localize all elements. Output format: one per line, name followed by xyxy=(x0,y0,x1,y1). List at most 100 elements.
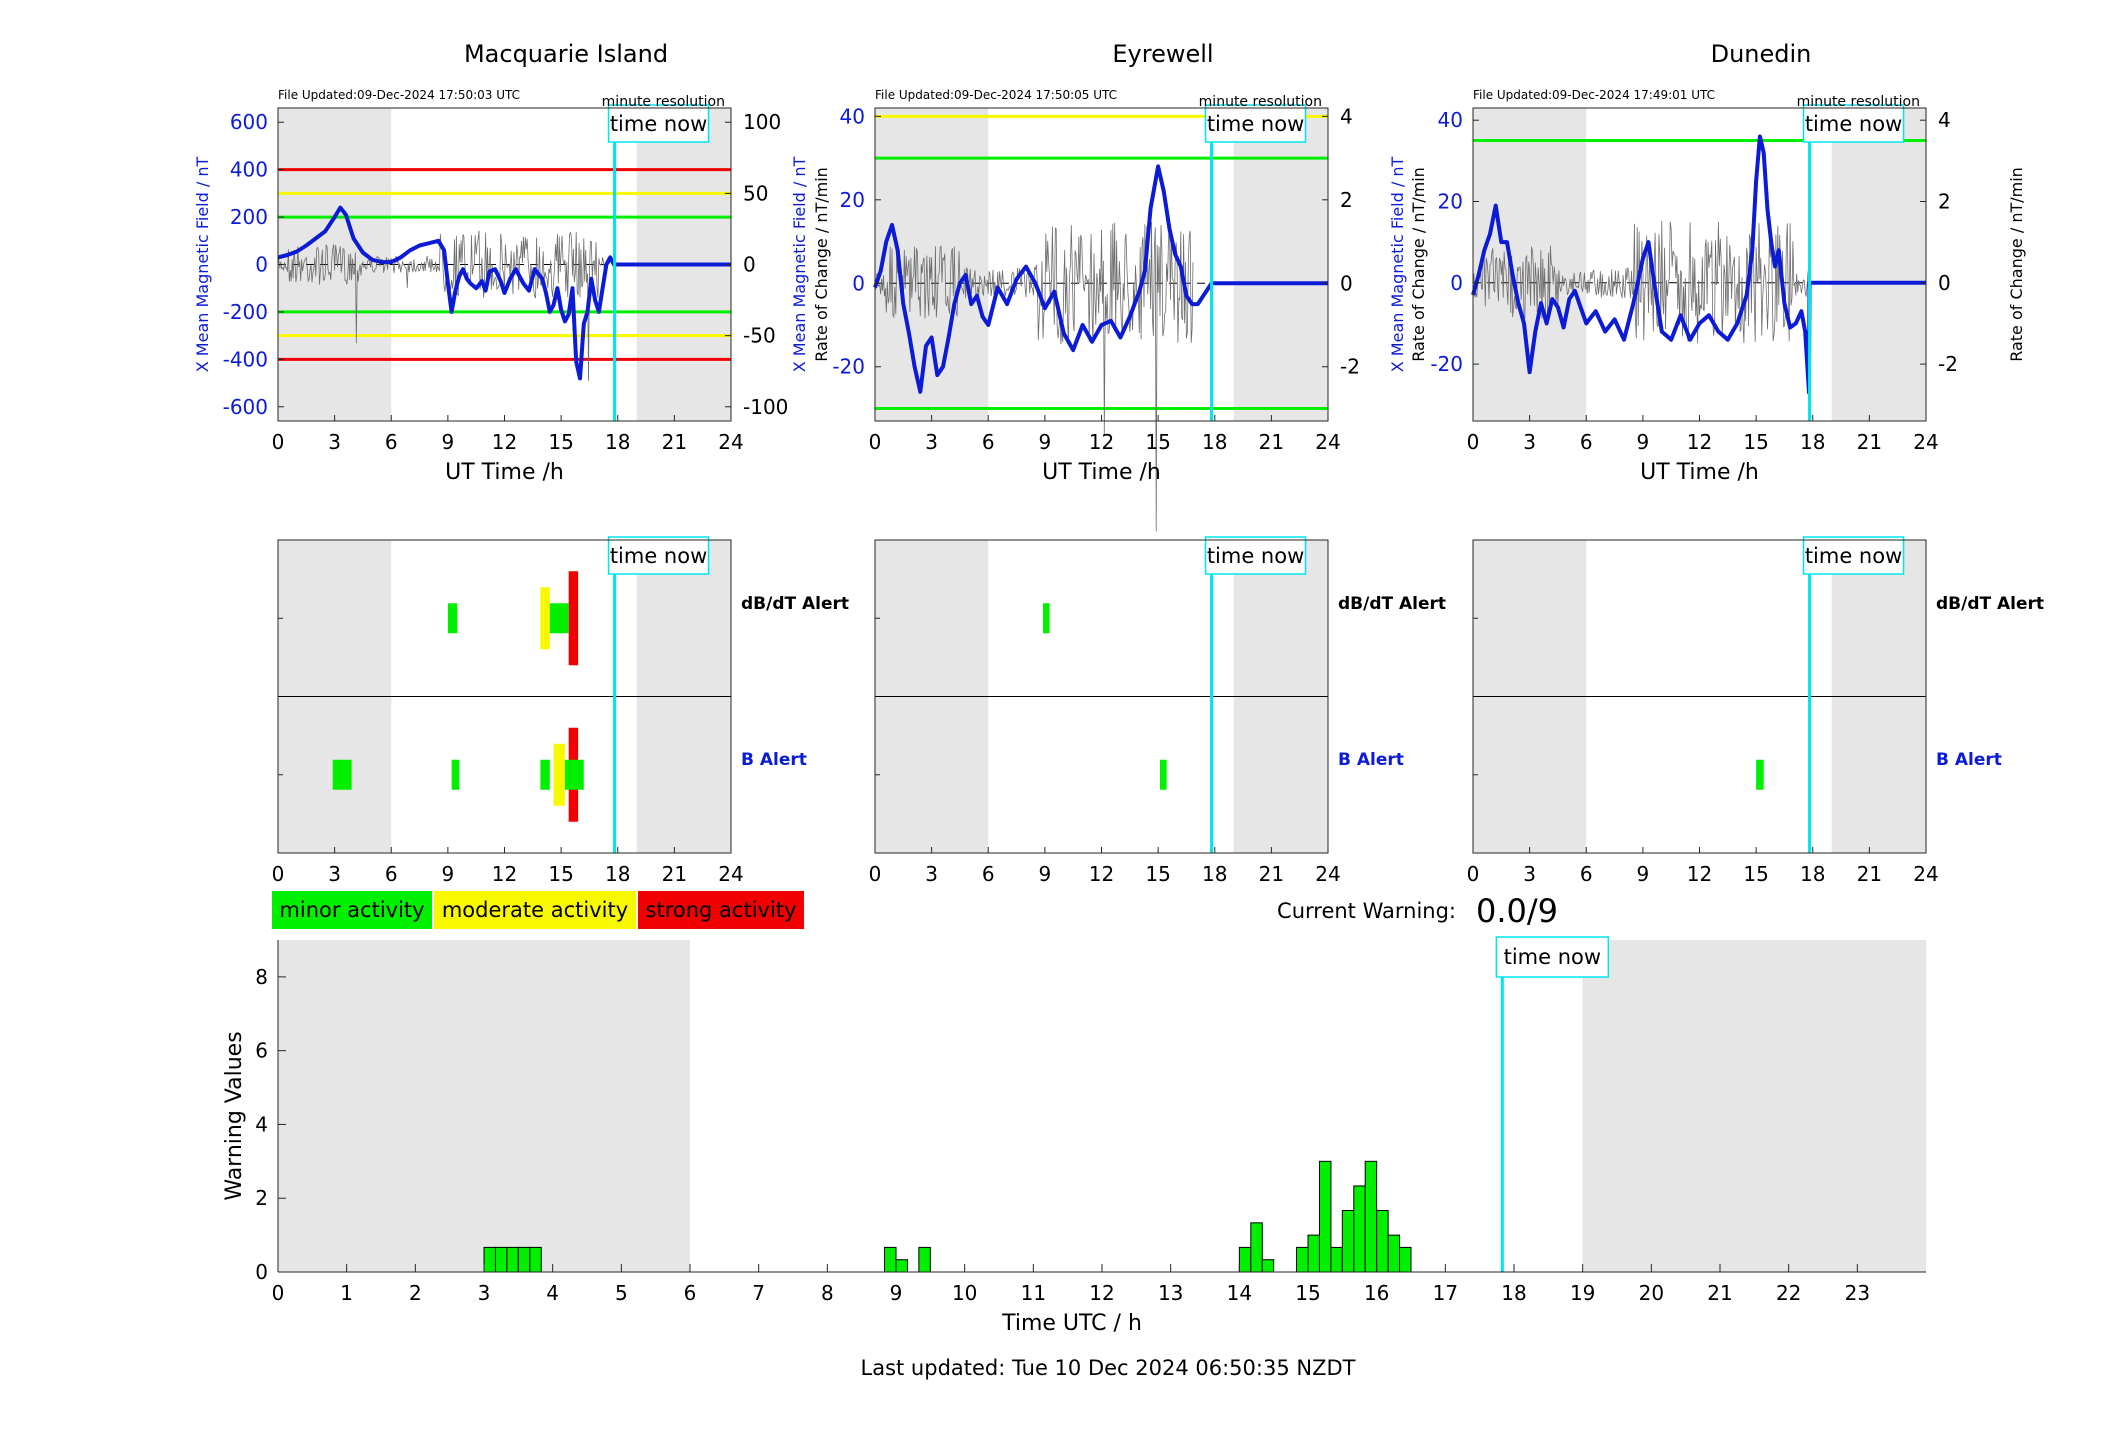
time-now-label: time now xyxy=(1805,544,1902,568)
x-axis-label: UT Time /h xyxy=(1042,460,1161,485)
y-tick-label: 6 xyxy=(255,1039,268,1063)
warning-bar xyxy=(483,1246,496,1273)
station-title: Eyrewell xyxy=(1112,40,1213,68)
x-tick-label: 22 xyxy=(1776,1281,1801,1305)
x-tick-label: 9 xyxy=(1637,430,1650,454)
y-right-tick-label: -50 xyxy=(743,324,776,348)
alert-block-minor xyxy=(549,603,569,634)
warning-bar xyxy=(1341,1210,1355,1273)
y-tick-label: 2 xyxy=(255,1186,268,1210)
activity-legend: minor activity moderate activity strong … xyxy=(272,891,804,929)
warning-bar xyxy=(529,1246,542,1273)
y-tick-label: 4 xyxy=(255,1112,268,1136)
x-tick-label: 6 xyxy=(1580,430,1593,454)
y-right-tick-label: -2 xyxy=(1938,352,1958,376)
y-right-tick-label: 0 xyxy=(1340,271,1353,295)
alert-chart-0: time now dB/dT Alert B Alert 0 3 6 9 12 15 18 21 24 xyxy=(272,536,849,886)
x-tick-label: 18 xyxy=(1800,862,1825,886)
x-tick-label: 19 xyxy=(1570,1281,1595,1305)
time-now-box xyxy=(1495,936,1610,978)
x-tick-label: 21 xyxy=(662,862,687,886)
legend-minor-label: minor activity xyxy=(279,898,424,922)
alert-block-minor xyxy=(1042,603,1050,634)
x-tick-label: 12 xyxy=(1687,430,1712,454)
y-right-tick-label: 2 xyxy=(1340,188,1353,212)
alert-block-minor xyxy=(451,759,460,790)
x-axis-label: Time UTC / h xyxy=(1001,1311,1142,1336)
y-tick-label: 0 xyxy=(852,271,865,295)
x-tick-label: 0 xyxy=(272,1281,285,1305)
current-warning: Current Warning: 0.0/9 xyxy=(1277,892,1558,930)
x-tick-label: 13 xyxy=(1158,1281,1183,1305)
y-tick-label: 20 xyxy=(1438,189,1463,213)
x-tick-label: 9 xyxy=(1039,430,1052,454)
last-updated-text: Last updated: Tue 10 Dec 2024 06:50:35 N… xyxy=(861,1356,1356,1380)
warning-bar xyxy=(1261,1259,1275,1273)
warning-bar xyxy=(1376,1210,1389,1273)
alert-block-minor xyxy=(1756,759,1764,790)
x-tick-label: 18 xyxy=(605,430,630,454)
y-tick-label: -20 xyxy=(832,355,865,379)
y-right-tick-label: 0 xyxy=(743,253,756,277)
time-now-label: time now xyxy=(610,544,707,568)
warning-bar xyxy=(1250,1222,1263,1273)
x-tick-label: 24 xyxy=(718,862,743,886)
time-now-label: time now xyxy=(610,112,707,136)
y-axis-label: X Mean Magnetic Field / nT xyxy=(790,157,809,373)
y-tick-label: 40 xyxy=(840,104,865,128)
alert-block-minor xyxy=(540,759,550,790)
x-tick-label: 18 xyxy=(1501,1281,1526,1305)
x-axis-label: UT Time /h xyxy=(1640,460,1759,485)
x-tick-label: 15 xyxy=(1743,430,1768,454)
x-axis-label: UT Time /h xyxy=(445,460,564,485)
x-tick-label: 0 xyxy=(869,862,882,886)
y-right-tick-label: -100 xyxy=(743,395,788,419)
y-tick-label: 20 xyxy=(840,188,865,212)
x-tick-label: 24 xyxy=(718,430,743,454)
time-now-label: time now xyxy=(1207,112,1304,136)
x-tick-label: 24 xyxy=(1913,862,1938,886)
x-tick-label: 24 xyxy=(1315,430,1340,454)
x-tick-label: 3 xyxy=(328,862,341,886)
x-tick-label: 12 xyxy=(492,862,517,886)
warning-bar xyxy=(918,1246,931,1273)
y-right-tick-label: 50 xyxy=(743,181,768,205)
x-tick-label: 0 xyxy=(869,430,882,454)
dbdt-alert-label: dB/dT Alert xyxy=(1936,594,2044,614)
x-tick-label: 2 xyxy=(409,1281,422,1305)
time-now-label: time now xyxy=(1805,112,1902,136)
x-tick-label: 10 xyxy=(952,1281,977,1305)
y-axis-label: Warning Values xyxy=(222,1031,247,1200)
y-right-axis-label: Rate of Change / nT/min xyxy=(812,167,831,362)
x-tick-label: 18 xyxy=(1202,430,1227,454)
alert-block-strong xyxy=(568,571,579,666)
night-shade xyxy=(1831,108,1926,421)
x-tick-label: 20 xyxy=(1639,1281,1664,1305)
x-tick-label: 18 xyxy=(605,862,630,886)
b-alert-label: B Alert xyxy=(741,750,807,770)
warning-bar xyxy=(1307,1234,1320,1273)
warning-bar xyxy=(517,1246,531,1273)
station-panel-dunedin: Dunedin File Updated:09-Dec-2024 17:49:0… xyxy=(1473,40,1811,102)
night-shade xyxy=(1233,108,1328,421)
x-tick-label: 3 xyxy=(1523,430,1536,454)
y-axis-label: X Mean Magnetic Field / nT xyxy=(1388,157,1407,373)
x-tick-label: 15 xyxy=(1295,1281,1320,1305)
x-tick-label: 12 xyxy=(1089,430,1114,454)
alert-block-minor xyxy=(332,759,352,790)
warning-bar xyxy=(1318,1160,1332,1273)
y-right-tick-label: 100 xyxy=(743,110,781,134)
y-right-axis-label: Rate of Change / nT/min xyxy=(2007,167,2026,362)
y-tick-label: 400 xyxy=(230,158,268,182)
x-tick-label: 16 xyxy=(1364,1281,1389,1305)
x-tick-label: 12 xyxy=(492,430,517,454)
legend-moderate-swatch xyxy=(434,891,636,929)
time-now-box xyxy=(1802,536,1905,575)
station-title: Dunedin xyxy=(1711,40,1812,68)
y-tick-label: 0 xyxy=(255,253,268,277)
alert-block-moderate xyxy=(540,587,550,650)
legend-strong-swatch xyxy=(638,891,804,929)
y-tick-label: 200 xyxy=(230,205,268,229)
